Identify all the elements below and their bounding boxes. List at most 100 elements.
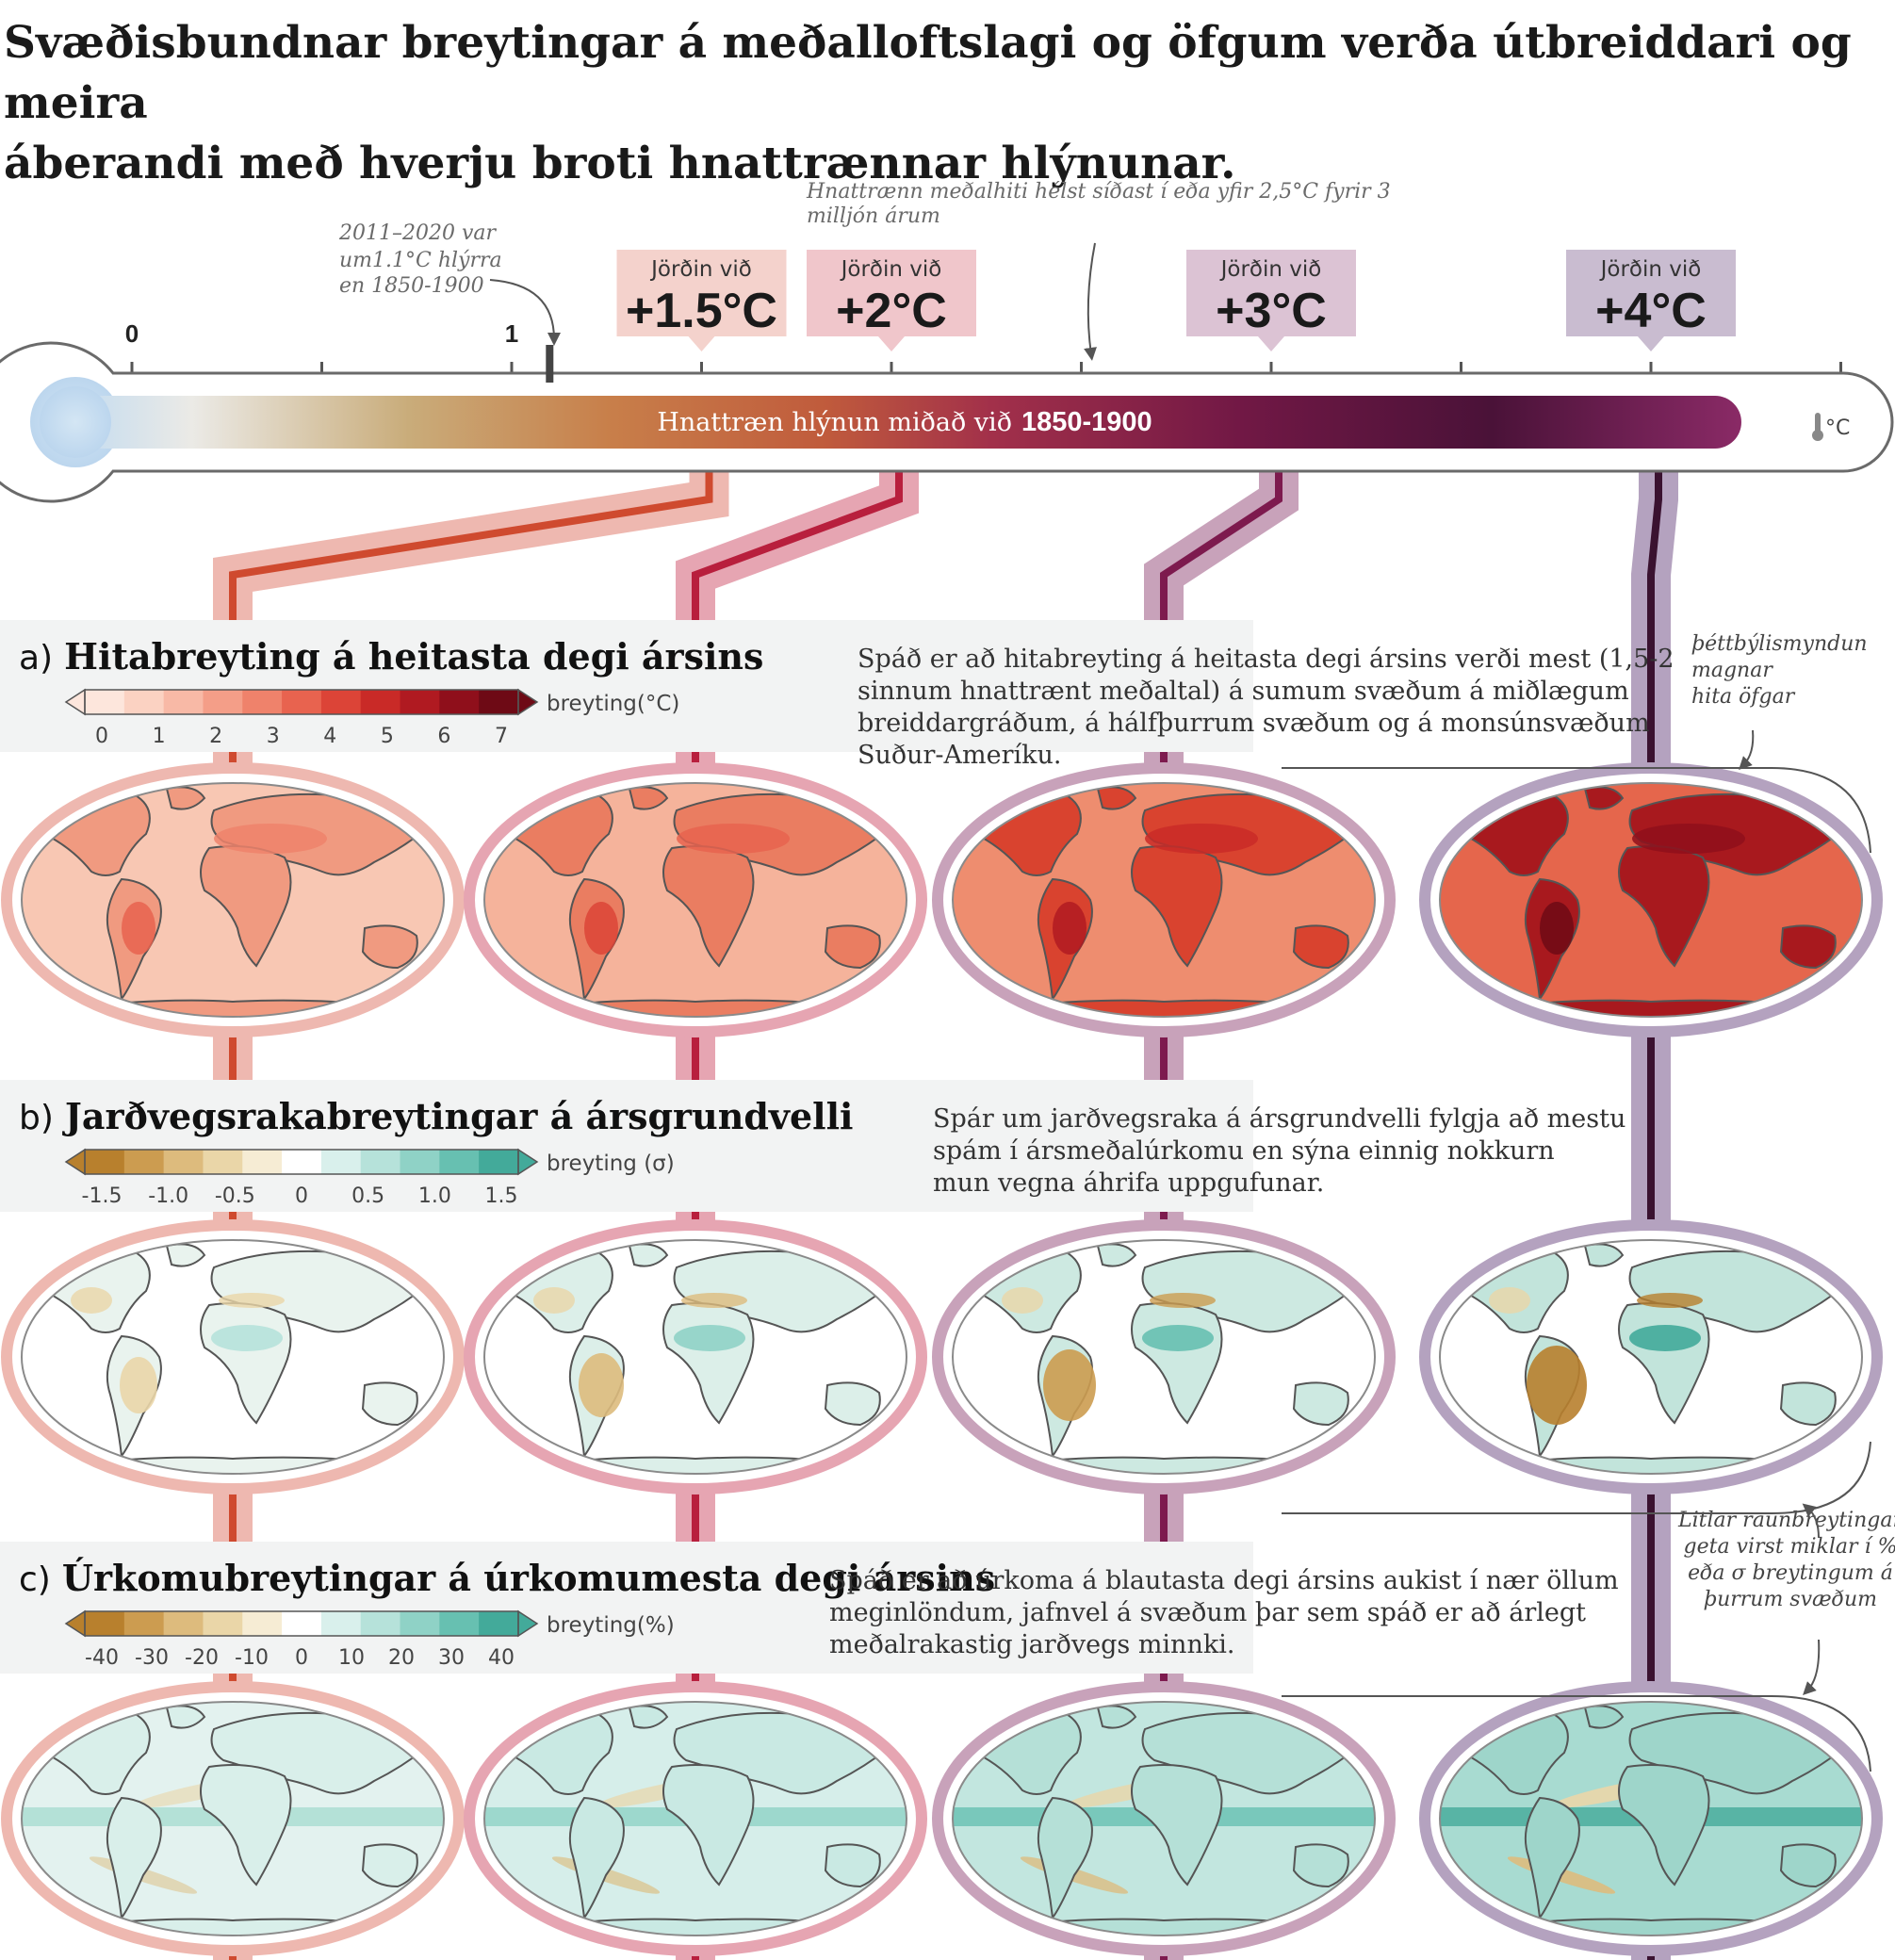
side-brackets <box>1282 729 1871 1772</box>
colorbar-segment <box>163 1611 204 1636</box>
panel-description-line: mun vegna áhrifa uppgufunar. <box>933 1168 1324 1198</box>
colorbar-segment <box>242 690 283 714</box>
colorbar-segment <box>123 1150 165 1174</box>
colorbar-unit: breyting(%) <box>547 1613 675 1638</box>
level-box-3: Jörðin við+3°C <box>1186 250 1356 351</box>
page-title: Svæðisbundnar breytingar á meðalloftslag… <box>4 13 1888 194</box>
unit-symbol: °C <box>1825 416 1850 440</box>
dry-regions-arrow-down-icon <box>1803 1639 1821 1695</box>
colorbar-segment <box>163 690 204 714</box>
panel-description-line: Spáð er að hitabreyting á heitasta degi … <box>858 645 1674 674</box>
continent-africa <box>200 1763 292 1886</box>
history-note-line-2: milljón árum <box>807 204 940 228</box>
level-box-2: Jörðin við+2°C <box>807 250 976 351</box>
colorbar-segment <box>479 1611 519 1636</box>
colorbar-tick-label: 5 <box>381 725 394 748</box>
continent-south-america <box>1524 1796 1580 1920</box>
level-box-value: +4°C <box>1595 284 1707 338</box>
continent-australia <box>361 1381 418 1427</box>
thermometer: Hnattræn hlýnun miðað við 1850-1900 °C <box>0 341 1894 503</box>
continent-africa <box>1618 844 1710 968</box>
colorbar: 0 1 2 3 4 5 6 7 breyting(°C) <box>64 688 679 748</box>
colorbar-tick-label: 0.5 <box>351 1184 384 1208</box>
map-2 <box>464 1219 927 1494</box>
colorbar-segment <box>85 1611 125 1636</box>
map-1 <box>1 762 465 1037</box>
colorbar-segment <box>203 690 243 714</box>
panel-heading: b) Jarðvegsrakabreytingar á ársgrundvelli <box>19 1095 853 1137</box>
colorbar-tick-label: -0.5 <box>215 1184 255 1208</box>
side-note: þéttbýlismyndun magnar hita öfgar <box>1691 632 1868 709</box>
colorbar-tick-label: 7 <box>495 725 508 748</box>
side-note-line: geta virst miklar í % <box>1684 1535 1895 1559</box>
continent-australia <box>1292 924 1349 970</box>
colorbar-segment <box>439 1611 480 1636</box>
tick-label-0: 0 <box>125 319 139 348</box>
colorbar-segment <box>360 1150 401 1174</box>
colorbar-tick-label: 30 <box>438 1646 465 1670</box>
level-box-4: Jörðin við+4°C <box>1566 250 1736 351</box>
map-2 <box>464 762 927 1037</box>
colorbar-tick-label: -10 <box>235 1646 269 1670</box>
level-box-value: +2°C <box>836 284 947 338</box>
colorbar-segment <box>203 1150 243 1174</box>
urban-arrow-icon <box>1739 729 1755 770</box>
colorbar-unit: breyting (σ) <box>547 1152 675 1176</box>
colorbar-segment <box>439 1150 480 1174</box>
continent-australia <box>824 1843 881 1888</box>
level-box-caption: Jörðin við <box>649 257 752 282</box>
level-box-value: +1.5°C <box>626 284 777 338</box>
colorbar-segment <box>282 690 322 714</box>
panel-description-line: breiddargráðum, á hálfþurrum svæðum og á… <box>858 709 1650 738</box>
colorbar-segment <box>479 1150 519 1174</box>
map-4 <box>1419 1219 1883 1494</box>
continent-africa <box>200 844 292 968</box>
continent-australia <box>1779 1381 1837 1427</box>
colorbar-tick-label: -30 <box>135 1646 169 1670</box>
colorbar-unit: breyting(°C) <box>547 692 679 716</box>
colorbar: -40 -30 -20 -10 0 10 20 30 40 breyting(%) <box>64 1609 675 1670</box>
colorbar-tick-label: 0 <box>295 1646 308 1670</box>
continent-australia <box>824 1381 881 1427</box>
continent-africa <box>662 1763 755 1886</box>
panel-description-line: Suður-Ameríku. <box>858 741 1062 770</box>
panel-header-band <box>0 620 1253 752</box>
level-box-caption: Jörðin við <box>840 257 942 282</box>
colorbar-segment <box>242 1611 283 1636</box>
continent-africa <box>1618 1763 1710 1886</box>
recent-warming-marker <box>546 345 554 383</box>
continent-africa <box>1131 844 1223 968</box>
panel-description-line: Spáð er að úrkoma á blautasta degi ársin… <box>829 1566 1619 1595</box>
colorbar-tick-label: 10 <box>338 1646 365 1670</box>
panel-b: b) Jarðvegsrakabreytingar á ársgrundvelli… <box>0 1080 1883 1494</box>
panel-description-line: meðalrakastig jarðvegs minnki. <box>829 1630 1234 1659</box>
map-1 <box>1 1681 465 1956</box>
colorbar-segment <box>479 690 519 714</box>
colorbar-segment <box>282 1150 322 1174</box>
map-3 <box>932 1219 1396 1494</box>
continent-australia <box>361 1843 418 1888</box>
history-note-line-1: Hnattrænn meðalhiti hélst síðast í eða y… <box>806 180 1391 204</box>
map-2 <box>464 1681 927 1956</box>
colorbar-tick-label: 3 <box>267 725 280 748</box>
colorbar-segment <box>320 1611 362 1636</box>
colorbar-segment <box>360 1611 401 1636</box>
side-note-line: þurrum svæðum <box>1704 1588 1877 1611</box>
panel-description-line: Spár um jarðvegsraka á ársgrundvelli fyl… <box>933 1104 1625 1134</box>
continent-africa <box>662 844 755 968</box>
colorbar-tick-label: 0 <box>95 725 108 748</box>
colorbar-segment <box>282 1611 322 1636</box>
recent-warming-note: 2011–2020 var um1.1°C hlýrra en 1850-190… <box>338 221 561 346</box>
side-note-line: magnar <box>1691 659 1773 682</box>
continent-australia <box>361 924 418 970</box>
recent-note-line-2: um1.1°C hlýrra <box>339 249 502 272</box>
colorbar-tick-label: -20 <box>185 1646 219 1670</box>
colorbar-segment <box>85 1150 125 1174</box>
level-box-caption: Jörðin við <box>1219 257 1322 282</box>
colorbar-segment <box>123 1611 165 1636</box>
colorbar-tick-label: 1.5 <box>485 1184 518 1208</box>
colorbar-segment <box>360 690 401 714</box>
colorbar-segment <box>400 690 440 714</box>
colorbar-tick-label: 0 <box>295 1184 308 1208</box>
